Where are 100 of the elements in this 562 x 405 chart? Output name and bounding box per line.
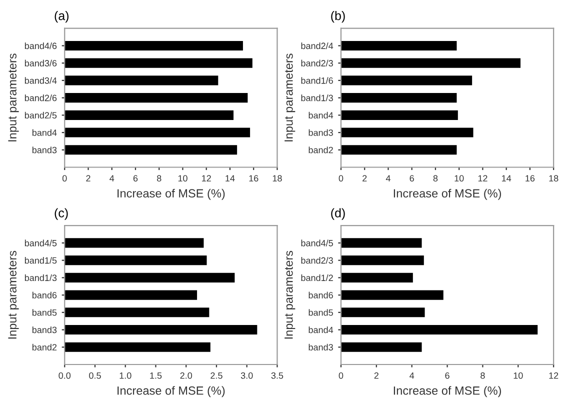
bar <box>340 145 457 155</box>
y-tick-label: band4 <box>308 326 334 334</box>
y-tick-label: band1/2 <box>301 274 333 282</box>
y-tick-label: band3 <box>308 129 333 136</box>
chart-title: (b) <box>331 10 345 23</box>
x-tick-label: 8 <box>433 175 438 182</box>
y-tick-label: band2/4 <box>301 42 334 50</box>
x-tick-label: 4 <box>110 175 114 182</box>
x-tick-label: 0.5 <box>89 372 101 379</box>
y-tick-label: band2/3 <box>301 60 333 66</box>
x-tick-label: 2 <box>86 175 90 182</box>
chart-title: (a) <box>54 10 68 23</box>
x-tick-label: 1.5 <box>150 372 162 379</box>
bar <box>64 93 248 103</box>
bar <box>340 58 520 68</box>
bar <box>64 110 234 120</box>
y-tick-label: band5 <box>32 309 57 316</box>
y-tick-label: band2 <box>308 146 333 154</box>
x-tick-label: 12 <box>202 175 211 182</box>
x-tick-label: 18 <box>549 175 558 182</box>
y-tick-label: band5 <box>308 309 333 316</box>
y-tick-label: band4/5 <box>24 240 57 246</box>
bar <box>340 308 425 318</box>
chart-title: (d) <box>331 208 345 220</box>
bar <box>64 128 250 138</box>
y-axis-title: Input parameters <box>284 54 296 142</box>
y-tick-label: band3 <box>32 326 57 334</box>
y-tick-label: band1/5 <box>24 257 57 264</box>
y-tick-label: band2/3 <box>301 257 333 264</box>
bar <box>340 256 424 266</box>
bar <box>340 238 422 248</box>
y-tick-label: band3 <box>308 344 333 350</box>
bar <box>340 128 474 138</box>
x-tick-label: 2.5 <box>210 372 222 379</box>
bar <box>340 342 422 352</box>
y-tick-label: band1/3 <box>24 274 57 282</box>
y-tick-label: band2 <box>32 344 57 350</box>
x-tick-label: 14 <box>226 175 235 182</box>
y-tick-label: band1/6 <box>301 77 333 84</box>
x-tick-label: 8 <box>156 175 162 182</box>
bar <box>64 325 258 335</box>
x-tick-label: 6 <box>445 372 450 379</box>
x-tick-label: 4 <box>386 175 390 182</box>
y-tick-label: band1/3 <box>301 94 333 102</box>
y-tick-label: band4/6 <box>24 42 57 50</box>
y-tick-label: band6 <box>308 292 333 298</box>
x-tick-label: 0.0 <box>58 372 71 379</box>
y-tick-label: band6 <box>32 292 57 298</box>
x-axis-title: Increase of MSE (%) <box>394 386 501 398</box>
bar <box>64 76 218 86</box>
y-tick-label: band3 <box>32 146 57 154</box>
x-tick-label: 10 <box>178 175 188 182</box>
bar <box>64 290 198 300</box>
y-tick-label: band4 <box>308 112 334 119</box>
y-tick-label: band3/6 <box>24 60 57 66</box>
bar <box>340 110 458 120</box>
x-axis-title: Increase of MSE (%) <box>118 386 225 398</box>
x-tick-label: 10 <box>454 175 464 182</box>
x-tick-label: 4 <box>410 372 414 379</box>
bar <box>64 238 204 248</box>
x-tick-label: 6 <box>410 175 414 182</box>
x-tick-label: 6 <box>133 175 138 182</box>
bar <box>340 76 472 86</box>
bar <box>340 290 444 300</box>
x-tick-label: 2 <box>374 372 378 379</box>
x-tick-label: 1.0 <box>120 372 132 379</box>
x-tick-label: 10 <box>514 372 523 379</box>
x-tick-label: 3.5 <box>271 372 284 379</box>
y-axis-title: Input parameters <box>8 250 19 339</box>
x-tick-label: 0 <box>62 175 67 182</box>
x-axis-title: Increase of MSE (%) <box>394 188 501 200</box>
x-tick-label: 0 <box>338 175 344 182</box>
x-tick-label: 3.0 <box>240 372 253 379</box>
bar <box>64 58 252 68</box>
chart-title: (c) <box>54 208 68 220</box>
bar <box>340 93 457 103</box>
x-tick-label: 0 <box>338 372 344 379</box>
x-tick-label: 8 <box>480 372 485 379</box>
bar <box>64 256 207 266</box>
y-tick-label: band2/6 <box>24 94 57 102</box>
bar <box>64 40 243 50</box>
x-tick-label: 18 <box>272 175 282 182</box>
x-tick-label: 12 <box>478 175 488 182</box>
y-axis-title: Input parameters <box>8 54 19 142</box>
bar <box>64 272 235 282</box>
y-axis-title: Input parameters <box>284 250 296 339</box>
x-axis-title: Increase of MSE (%) <box>118 188 225 200</box>
bar <box>340 325 538 335</box>
x-tick-label: 12 <box>549 372 558 379</box>
bar <box>340 40 457 50</box>
y-tick-label: band3/4 <box>24 77 57 84</box>
bar <box>64 308 210 318</box>
bar <box>64 145 238 155</box>
y-tick-label: band4/5 <box>301 240 333 246</box>
bar <box>340 272 413 282</box>
y-tick-label: band4 <box>32 129 57 136</box>
x-tick-label: 2 <box>362 175 367 182</box>
y-tick-label: band2/5 <box>24 112 57 119</box>
x-tick-label: 16 <box>249 175 258 182</box>
bar <box>64 342 210 352</box>
